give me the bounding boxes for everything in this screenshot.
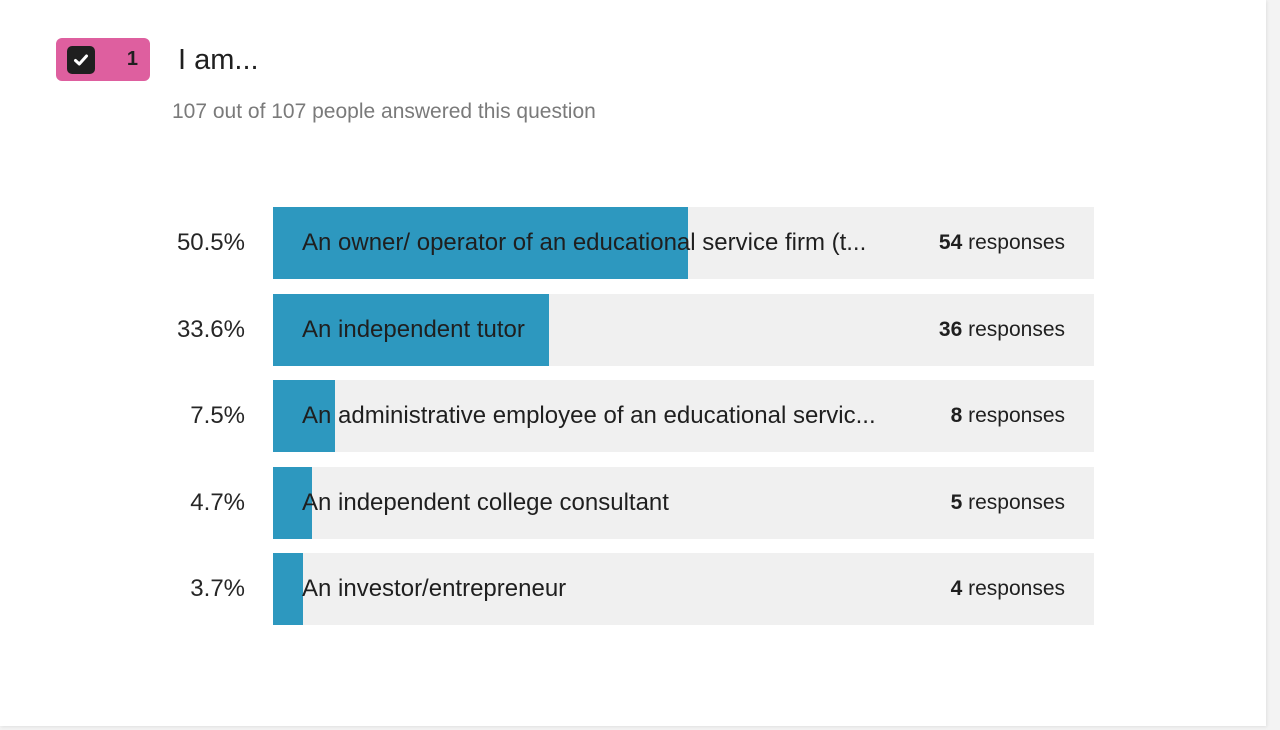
- response-row: 7.5% An administrative employee of an edu…: [0, 380, 1266, 452]
- response-count: 5 responses: [951, 467, 1065, 539]
- percent-label: 3.7%: [190, 575, 245, 602]
- response-row: 50.5% An owner/ operator of an educationa…: [0, 207, 1266, 279]
- percent-label: 7.5%: [190, 402, 245, 429]
- response-count: 4 responses: [951, 553, 1065, 625]
- percent-label: 4.7%: [190, 488, 245, 516]
- bar-track: An independent tutor 36 responses: [273, 293, 1094, 366]
- question-badge: 1: [56, 38, 150, 81]
- answer-label: An independent college consultant: [302, 488, 669, 516]
- response-count-unit: responses: [968, 490, 1065, 514]
- percent-label: 33.6%: [176, 315, 245, 343]
- response-chart: 50.5% An owner/ operator of an educationa…: [0, 207, 1266, 640]
- bar-fill: [273, 207, 688, 279]
- checkbox-icon: [67, 45, 95, 74]
- bar-fill: [273, 293, 549, 366]
- answered-count: 107 out of 107 people answered this ques…: [172, 100, 596, 123]
- response-count-value: 8: [950, 404, 963, 427]
- question-number: 1: [126, 48, 138, 70]
- response-row: 3.7% An investor/entrepreneur 4 responses: [0, 553, 1266, 625]
- response-count-unit: responses: [968, 231, 1065, 254]
- answer-label: An investor/entrepreneur: [302, 575, 567, 602]
- response-count-unit: responses: [968, 404, 1065, 427]
- bar-fill: [273, 466, 312, 539]
- response-count: 8 responses: [951, 380, 1065, 452]
- answer-label: An independent tutor: [302, 315, 525, 343]
- response-row: 4.7% An independent college consultant 5 r…: [0, 466, 1266, 539]
- response-count-value: 5: [950, 490, 963, 514]
- response-count-unit: responses: [968, 577, 1065, 600]
- response-row: 33.6% An independent tutor 36 responses: [0, 293, 1266, 366]
- question-title: I am...: [178, 44, 259, 76]
- bar-track: An administrative employee of an educati…: [273, 380, 1094, 452]
- bar-fill: [273, 380, 335, 452]
- bar-fill: [273, 553, 304, 625]
- bar-track: An investor/entrepreneur 4 responses: [273, 553, 1094, 625]
- response-count-unit: responses: [968, 317, 1065, 341]
- response-count-value: 4: [950, 577, 963, 600]
- answer-label: An owner/ operator of an educational ser…: [302, 229, 867, 256]
- bar-track: An independent college consultant 5 respo…: [273, 466, 1094, 539]
- answer-label: An administrative employee of an educati…: [302, 402, 876, 429]
- response-count-value: 36: [938, 317, 963, 341]
- response-count: 54 responses: [939, 207, 1065, 279]
- bar-track: An owner/ operator of an educational ser…: [273, 207, 1094, 279]
- response-count: 36 responses: [939, 294, 1065, 366]
- percent-label: 50.5%: [176, 229, 245, 256]
- response-count-value: 54: [938, 231, 963, 254]
